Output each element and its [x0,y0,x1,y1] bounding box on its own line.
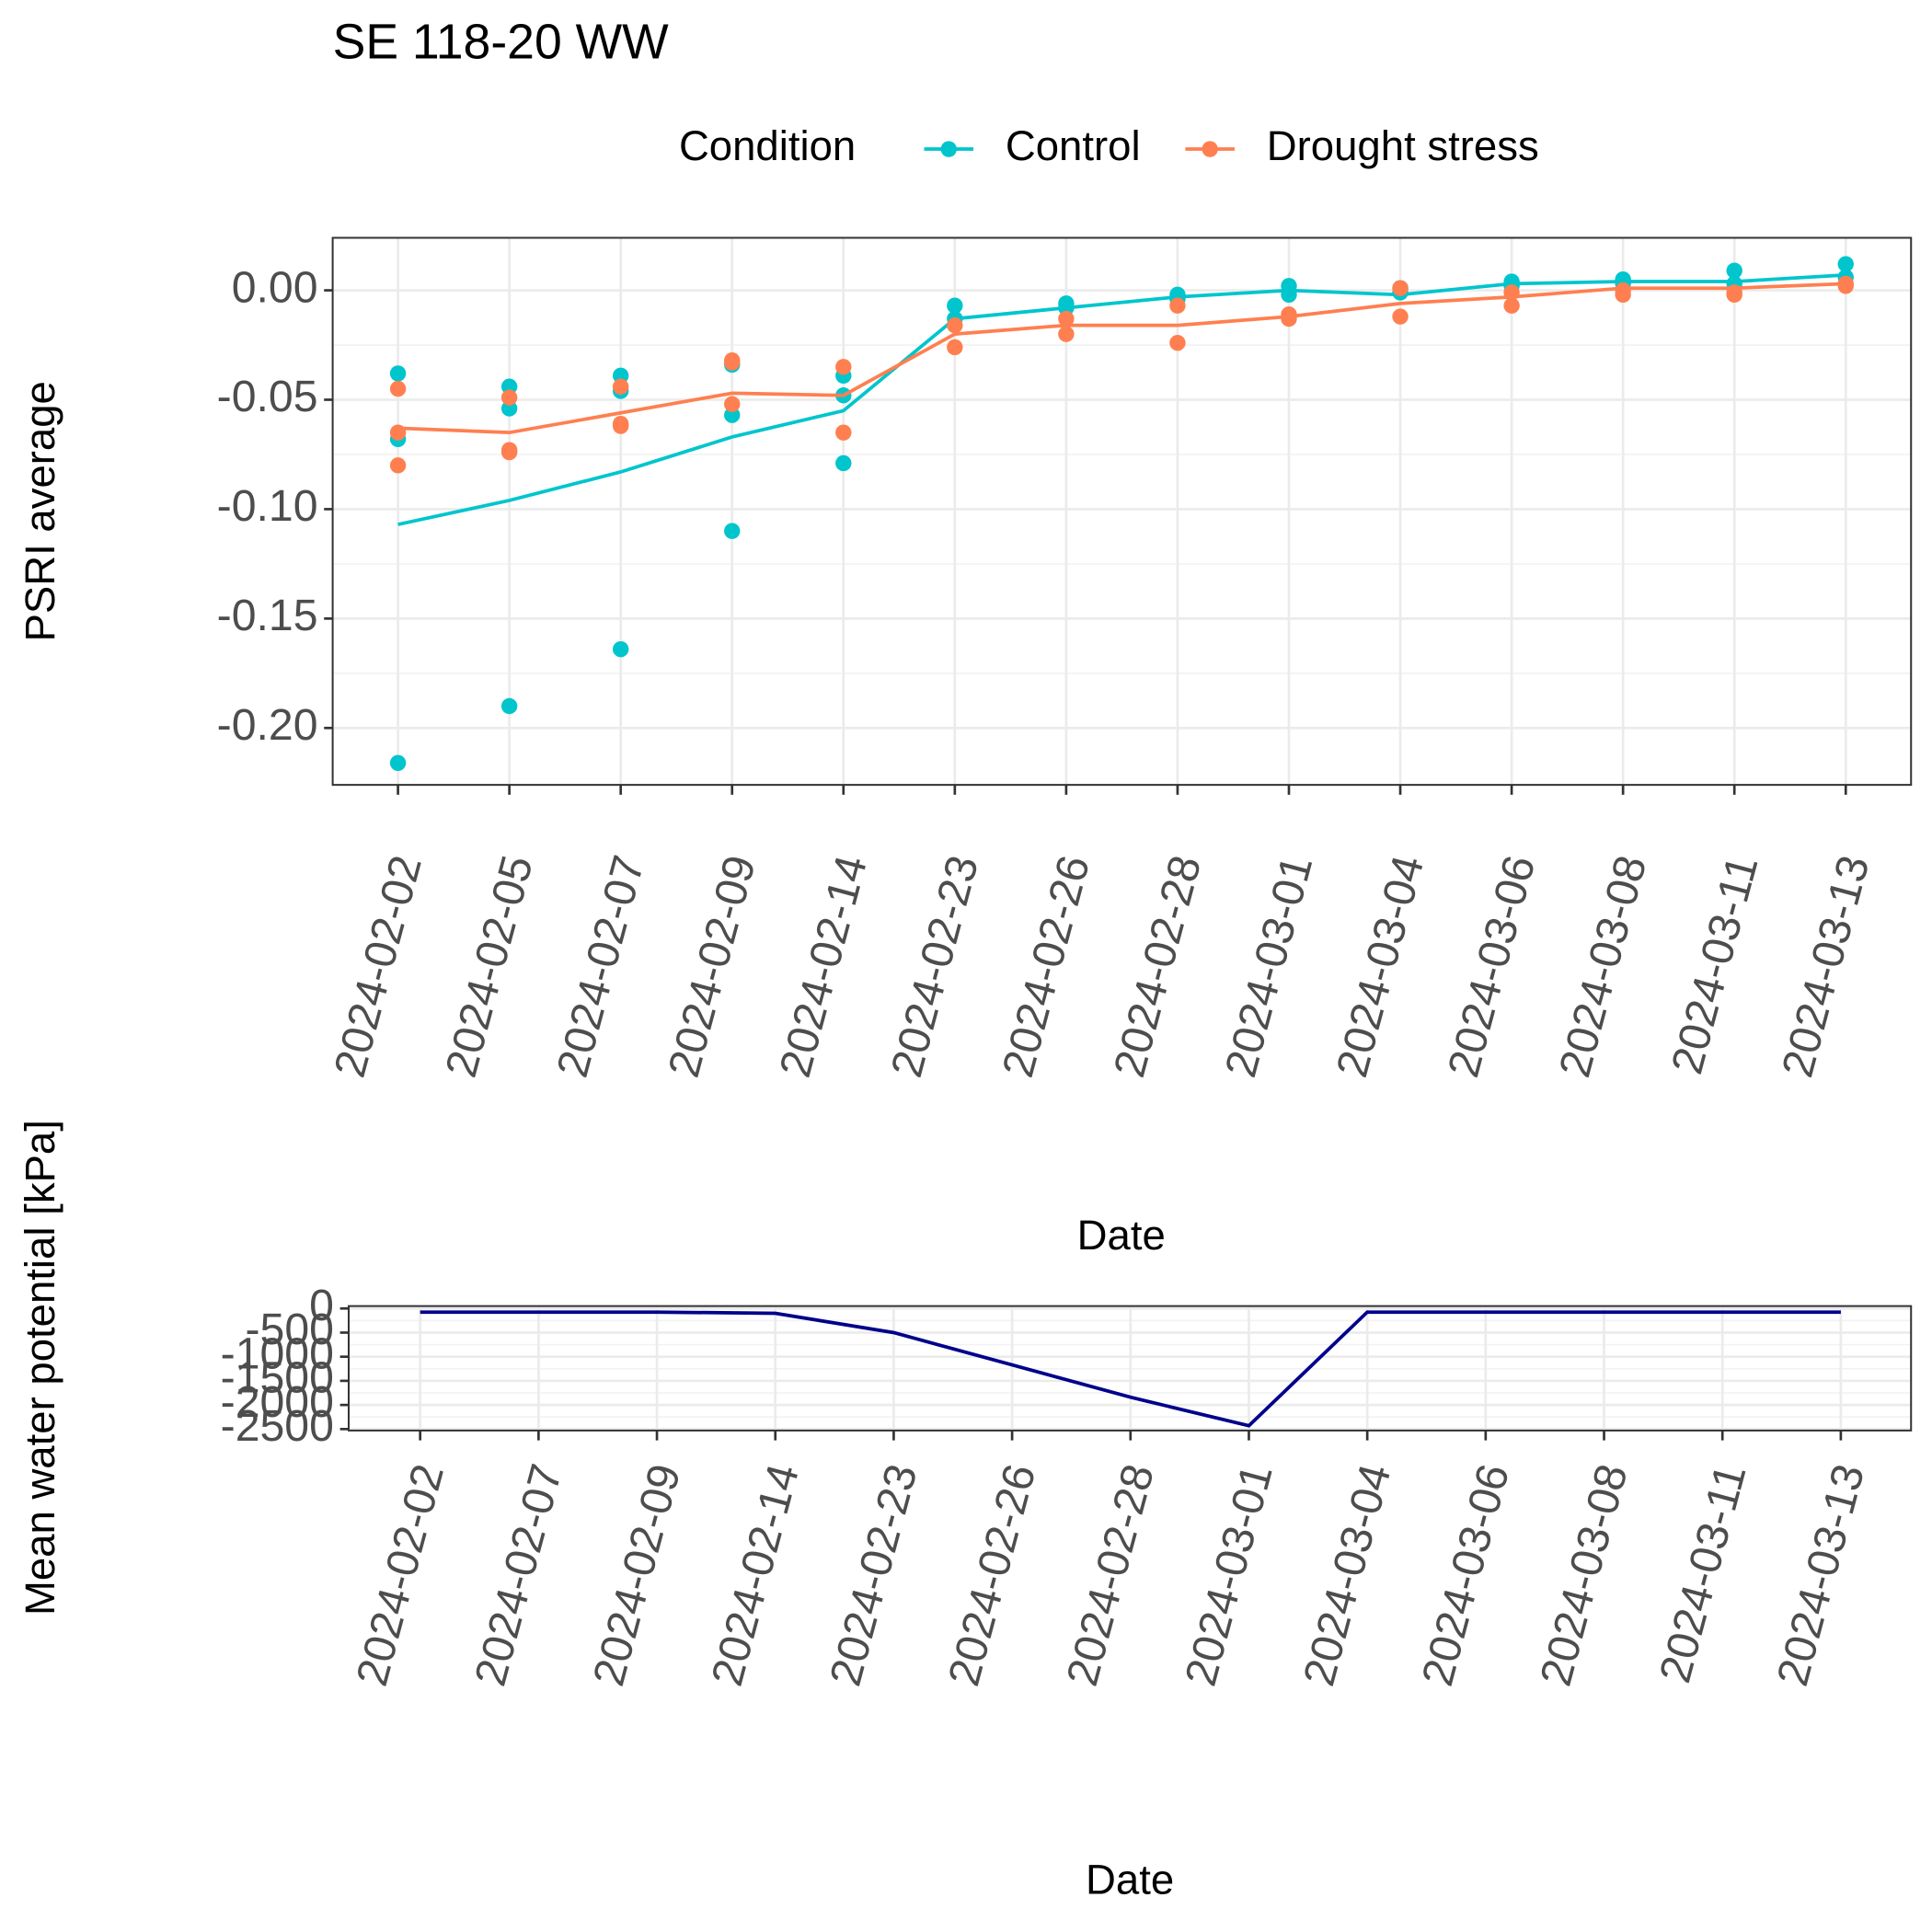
x-tick-label: 2024-03-13 [1767,1459,1874,1691]
panel-border [331,236,1913,787]
data-point [947,339,963,356]
y-tick-label: -2500 [221,1401,334,1451]
data-point [1281,286,1297,304]
x-tick-label: 2024-02-26 [938,1459,1045,1691]
data-point [835,359,852,375]
data-point [1169,297,1186,314]
data-point [1392,308,1409,325]
data-point [724,523,741,539]
data-point [1615,286,1631,304]
x-tick-label: 2024-02-09 [659,850,765,1082]
y-tick-label: -0.10 [217,481,318,531]
series-line [397,273,1846,526]
x-tick-label: 2024-03-06 [1438,850,1545,1082]
data-point [389,365,407,382]
data-point [724,354,741,371]
data-point [500,378,518,395]
x-axis-title: Date [1077,1212,1166,1259]
data-point [1392,280,1409,296]
data-point [835,424,852,441]
x-tick-label: 2024-03-13 [1773,850,1880,1082]
data-point [1281,310,1297,328]
data-point [1726,286,1742,304]
data-point [1058,299,1075,316]
x-tick-label: 2024-02-07 [547,850,654,1082]
y-tick-label: 0 [309,1281,334,1330]
x-tick-label: 2024-02-23 [881,850,988,1082]
y-tick-label: -0.20 [217,700,318,750]
y-axis-title: Mean water potential [kPa] [17,1120,63,1616]
x-tick-label: 2024-03-08 [1549,850,1656,1082]
x-tick-label: 2024-02-28 [1057,1459,1164,1691]
legend-key-point [1202,141,1218,157]
data-point [947,316,963,334]
x-tick-label: 2024-03-08 [1531,1459,1638,1691]
y-tick-label: 0.00 [232,262,318,312]
x-tick-label: 2024-03-06 [1412,1459,1519,1691]
legend-key-point [940,141,957,157]
x-tick-label: 2024-03-11 [1662,850,1767,1079]
x-tick-label: 2024-03-01 [1215,850,1322,1082]
x-axis-title: Date [1086,1856,1174,1903]
x-tick-label: 2024-03-11 [1650,1459,1755,1688]
panel [332,237,1912,786]
x-tick-label: 2024-03-01 [1176,1459,1282,1691]
legend-label: Drought stress [1267,122,1539,169]
data-point [500,400,518,417]
data-point [1837,278,1854,294]
x-tick-label: 2024-03-04 [1294,1459,1401,1691]
data-point [500,389,518,406]
data-point [500,443,518,461]
x-tick-label: 2024-02-23 [821,1459,927,1691]
data-point [612,367,629,385]
legend-label: Control [1006,122,1141,169]
data-point [612,640,629,658]
y-tick-label: -1000 [221,1328,334,1378]
y-tick-label: -0.05 [217,372,318,421]
data-point [947,297,963,314]
data-point [1503,297,1520,314]
y-tick-label: -0.15 [217,591,318,640]
data-point [389,424,407,441]
data-point [724,396,741,412]
data-point [835,454,852,472]
data-point [389,754,407,772]
data-point [724,407,741,423]
x-tick-label: 2024-03-04 [1327,850,1433,1082]
x-tick-label: 2024-02-05 [436,850,543,1082]
legend-title: Condition [679,122,856,169]
x-tick-label: 2024-02-26 [993,850,1099,1082]
x-tick-label: 2024-02-14 [770,850,877,1082]
data-point [1169,334,1186,351]
chart-title: SE 118-20 WW [333,16,670,70]
y-axis-title: PSRI average [17,381,63,641]
data-point [1058,310,1075,328]
data-point [389,380,407,397]
y-tick-label: -2000 [221,1377,334,1427]
series-line [397,282,1846,435]
data-point [612,418,629,434]
series-line [420,1310,1841,1428]
y-tick-label: -500 [245,1305,333,1354]
x-tick-label: 2024-02-02 [325,850,431,1082]
y-tick-label: -1500 [221,1353,334,1403]
x-tick-label: 2024-02-14 [702,1459,809,1691]
data-point [1503,284,1520,301]
x-tick-label: 2024-02-28 [1104,850,1211,1082]
data-point [1058,326,1075,342]
x-tick-label: 2024-02-09 [583,1459,690,1691]
panel-border [348,1305,1913,1432]
x-tick-label: 2024-02-02 [347,1459,454,1691]
data-point [500,697,518,715]
data-point [1726,262,1742,279]
data-point [389,457,407,474]
data-point [612,378,629,395]
data-point [1837,256,1854,272]
x-tick-label: 2024-02-07 [466,1459,572,1691]
